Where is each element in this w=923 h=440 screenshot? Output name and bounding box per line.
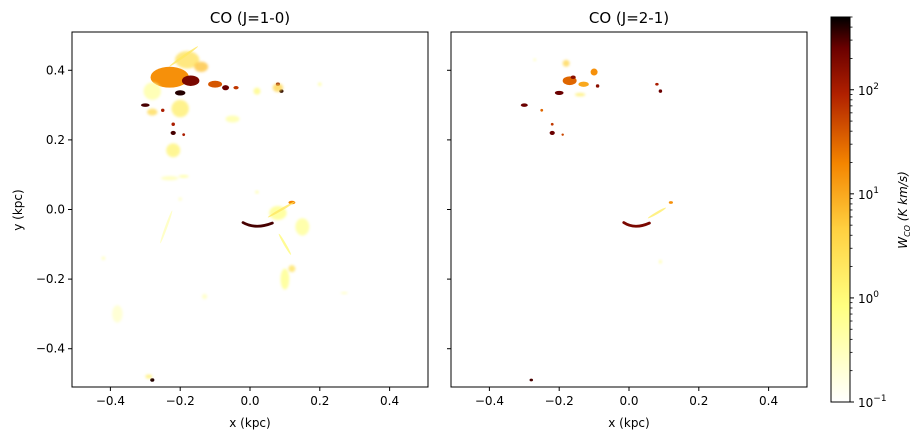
emission-clump xyxy=(171,99,189,118)
emission-clump xyxy=(143,82,161,100)
emission-clump xyxy=(288,200,296,205)
emission-clump xyxy=(140,103,150,107)
emission-filament xyxy=(647,207,667,219)
emission-clump xyxy=(668,201,673,204)
emission-clump xyxy=(145,374,153,379)
emission-clump xyxy=(520,103,528,107)
emission-clump xyxy=(174,90,186,96)
emission-clump xyxy=(590,68,598,76)
emission-clump xyxy=(166,143,181,158)
emission-clump xyxy=(318,82,322,86)
emission-clump xyxy=(288,265,296,273)
x-axis: −0.4 −0.2 0.0 0.2 0.4 xyxy=(475,387,778,408)
heatmap-area xyxy=(451,32,807,387)
emission-clump xyxy=(182,133,186,137)
panel-title: CO (J=2-1) xyxy=(589,9,669,27)
emission-clump xyxy=(225,115,240,123)
colorbar-tick-label: 10−1 xyxy=(858,394,887,410)
x-axis-label: x (kpc) xyxy=(229,416,270,430)
y-axis-label: y (kpc) xyxy=(11,189,25,230)
y-tick-label: 0.0 xyxy=(46,203,65,217)
x-tick-label: 0.0 xyxy=(619,394,638,408)
emission-clump xyxy=(549,130,555,136)
emission-clump xyxy=(578,81,589,87)
emission-clump xyxy=(562,59,570,67)
emission-clump xyxy=(194,61,209,73)
x-axis: −0.4 −0.2 0.0 0.2 0.4 xyxy=(96,387,399,408)
emission-clump xyxy=(101,256,106,260)
emission-arc xyxy=(241,221,274,228)
y-tick-label: −0.2 xyxy=(36,272,65,286)
emission-clump xyxy=(181,75,200,86)
emission-clump xyxy=(233,85,239,90)
emission-clump xyxy=(161,176,179,181)
colorbar-ticks: 10−1 100 101 102 xyxy=(850,16,887,410)
x-tick-label: −0.2 xyxy=(166,394,195,408)
y-axis: −0.4 −0.2 0.0 0.2 0.4 xyxy=(36,63,72,356)
emission-clump xyxy=(112,305,123,323)
emission-filament xyxy=(169,46,198,67)
emission-clump xyxy=(272,83,284,93)
emission-clump xyxy=(280,268,290,290)
x-tick-label: 0.4 xyxy=(380,394,399,408)
emission-clump xyxy=(340,291,348,295)
emission-clump xyxy=(178,175,189,178)
panel-title: CO (J=1-0) xyxy=(210,9,290,27)
emission-clump xyxy=(147,108,158,116)
colorbar-gradient xyxy=(831,17,850,402)
colorbar-tick-label: 101 xyxy=(858,186,879,202)
x-tick-label: 0.0 xyxy=(240,394,259,408)
emission-clump xyxy=(570,75,576,79)
emission-clump xyxy=(574,92,586,97)
emission-clump xyxy=(161,108,165,113)
x-tick-label: −0.4 xyxy=(475,394,504,408)
emission-clump xyxy=(595,84,600,88)
x-tick-label: −0.2 xyxy=(545,394,574,408)
emission-clump xyxy=(202,293,208,300)
emission-filament xyxy=(278,233,292,255)
colorbar: 10−1 100 101 102 WCO (K km/s) xyxy=(830,16,912,410)
y-axis xyxy=(447,69,451,350)
emission-clump xyxy=(540,108,544,112)
colorbar-tick-label: 100 xyxy=(858,290,879,306)
emission-clump xyxy=(561,133,564,136)
emission-clump xyxy=(533,58,536,62)
y-tick-label: 0.2 xyxy=(46,133,65,147)
emission-clump xyxy=(170,130,176,136)
emission-filament xyxy=(267,201,296,218)
emission-clump xyxy=(655,82,659,86)
emission-clump xyxy=(255,190,259,194)
emission-filament xyxy=(160,210,173,244)
colorbar-tick-label: 102 xyxy=(858,82,879,98)
emission-clump xyxy=(174,51,200,69)
emission-clump xyxy=(529,378,534,382)
emission-clump xyxy=(295,218,310,236)
y-tick-label: −0.4 xyxy=(36,342,65,356)
x-tick-label: 0.2 xyxy=(689,394,708,408)
emission-clump xyxy=(253,87,261,95)
x-tick-label: 0.4 xyxy=(759,394,778,408)
emission-clump xyxy=(658,89,663,93)
panel-co-2-1: CO (J=2-1) −0.4 −0.2 0.0 0.2 0.4 x (kpc) xyxy=(447,9,808,430)
panel-co-1-0: CO (J=1-0) −0.4 −0.2 0.0 0.2 0.4 −0.4 −0.2 0.0… xyxy=(11,9,429,430)
emission-arc xyxy=(622,221,651,228)
emission-clump xyxy=(178,197,182,201)
colorbar-frame xyxy=(830,16,851,403)
emission-clump xyxy=(222,85,230,91)
emission-clump xyxy=(150,66,189,88)
x-axis-label: x (kpc) xyxy=(608,416,649,430)
emission-clump xyxy=(171,122,175,126)
emission-clump xyxy=(659,259,662,264)
emission-clump xyxy=(554,90,564,95)
x-tick-label: 0.2 xyxy=(310,394,329,408)
emission-clump xyxy=(150,378,155,382)
x-tick-label: −0.4 xyxy=(96,394,125,408)
emission-clump xyxy=(208,80,223,88)
emission-clump xyxy=(550,122,554,126)
heatmap-area xyxy=(72,32,428,387)
colorbar-label: WCO (K km/s) xyxy=(896,171,912,249)
y-tick-label: 0.4 xyxy=(46,63,65,77)
